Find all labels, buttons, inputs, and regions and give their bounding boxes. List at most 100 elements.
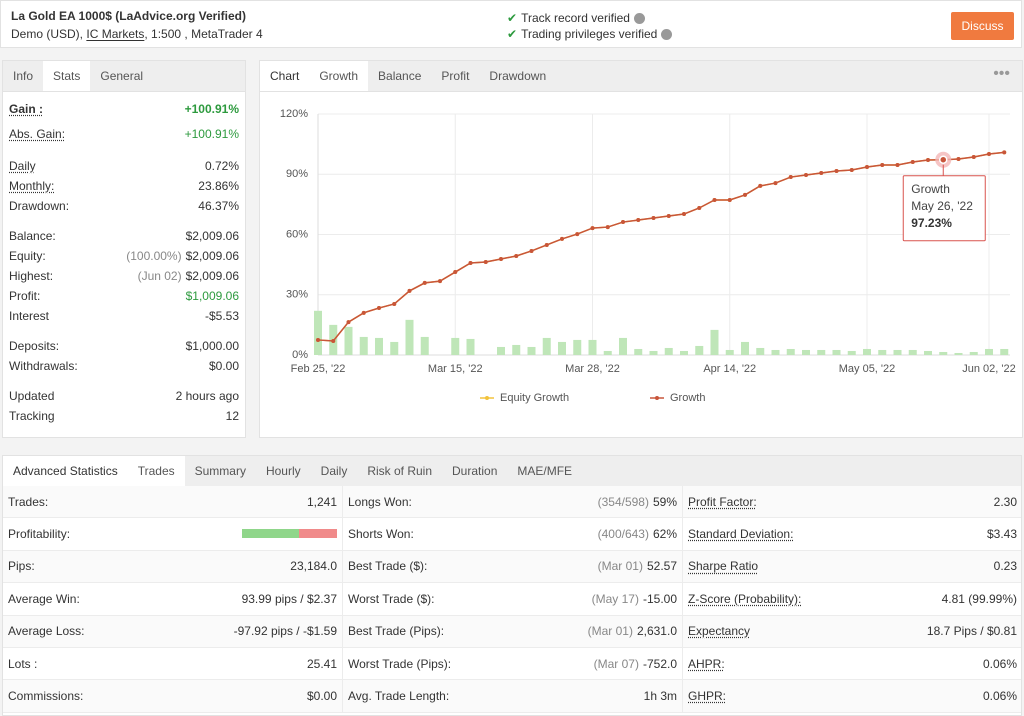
stats-value-wrap: -97.92 pips / -$1.59 [234, 624, 337, 638]
info-value-wrap: 2 hours ago [176, 389, 239, 403]
profitability-won [242, 529, 299, 539]
point [575, 232, 580, 237]
tab[interactable]: Trades [127, 456, 185, 486]
menu-dots[interactable]: ••• [993, 65, 1010, 82]
info-row: Balance: $2,009.06 [9, 226, 239, 246]
tab[interactable]: Hourly [265, 464, 301, 478]
tab[interactable]: Stats [43, 61, 91, 91]
account-type: Demo (USD), [11, 27, 84, 41]
account-details: , 1:500 , MetaTrader 4 [144, 27, 263, 41]
point [987, 151, 991, 156]
bar [756, 347, 765, 355]
stats-value-wrap [242, 527, 337, 541]
tab[interactable]: Info [13, 69, 34, 83]
stats-value: 0.06% [982, 656, 1017, 671]
chart-panel: Chart Growth Balance Profit Drawdown ••• 0% 3… [259, 60, 1023, 438]
stats-row: Sharpe Ratio 0.23 [683, 550, 1021, 584]
x-tick-label: Apr 14, '22 [703, 363, 756, 375]
stats-row: Expectancy 18.7 Pips / $0.81 [683, 615, 1021, 648]
info-group: Daily 0.72% Monthly: 23.86% Drawdown: 46.37% [9, 156, 239, 216]
info-label: Withdrawals: [9, 359, 78, 373]
point [773, 181, 778, 186]
stats-label: Expectancy [688, 624, 751, 639]
info-value: $2,009.06 [185, 249, 239, 263]
bar [878, 349, 887, 355]
tooltip-box [902, 175, 986, 242]
info-value-wrap: $2,009.06 [186, 229, 239, 243]
tab-bar: Advanced Statistics Trades Summary Hourly Da… [3, 456, 1021, 487]
tab[interactable]: Risk of Ruin [367, 464, 433, 478]
check-icon: ✔ [507, 27, 518, 41]
info-value-wrap: -$5.53 [205, 309, 239, 323]
y-tick-label: 0% [292, 349, 308, 361]
stats-value-wrap: 0.23 [994, 559, 1017, 573]
stats-label: Worst Trade ($): [348, 591, 435, 606]
discuss-button[interactable]: Discuss [951, 12, 1014, 40]
stats-value: 23,184.0 [290, 559, 337, 574]
stats-value-wrap: 4.81 (99.99%) [942, 592, 1017, 606]
tab[interactable]: Duration [452, 464, 498, 478]
point [361, 310, 366, 315]
bar [619, 337, 627, 355]
point [483, 260, 488, 265]
verifications: ✔ Track record verified ✔ Trading privilege… [507, 10, 673, 42]
tab[interactable]: Growth [309, 61, 369, 91]
info-value-wrap: $0.00 [209, 359, 239, 373]
tab[interactable]: Summary [194, 464, 246, 478]
stats-column: Profit Factor: 2.30 Standard Deviation: $3.… [683, 486, 1021, 713]
tooltip-title: Growth [911, 182, 950, 196]
point [971, 154, 976, 159]
tab-label: Chart [260, 61, 310, 91]
stats-value-wrap: 93.99 pips / $2.37 [242, 592, 337, 606]
stats-row: Best Trade ($): (Mar 01) 52.57 [343, 550, 683, 584]
point [529, 248, 534, 253]
stats-value: -15.00 [642, 591, 677, 606]
stats-label: Z-Score (Probability): [688, 591, 802, 606]
stats-value: 0.23 [993, 559, 1017, 574]
stats-value: 25.41 [306, 656, 337, 671]
info-label: Tracking [9, 409, 55, 423]
info-label: Gain : [9, 101, 44, 116]
tooltip-value: 97.23% [911, 216, 952, 230]
point [834, 169, 839, 174]
tab[interactable]: Balance [378, 69, 422, 83]
account-line: Demo (USD), IC Markets, 1:500 , MetaTrad… [11, 27, 263, 41]
chart: 0% 30% 60% 90% 120% Feb 25, '22 Mar 15, '22 Mar… [280, 108, 1016, 404]
bar [954, 352, 963, 355]
info-value-wrap: 23.86% [198, 179, 239, 193]
info-icon [661, 28, 673, 40]
stats-label: Average Win: [8, 591, 80, 606]
stats-value: 59% [652, 494, 677, 509]
info-label: Monthly: [9, 179, 55, 193]
tab[interactable]: MAE/MFE [517, 464, 573, 478]
broker-link[interactable]: IC Markets [86, 27, 145, 41]
bar [710, 329, 719, 355]
bar [375, 337, 383, 355]
info-note: (Jun 02) [137, 269, 182, 283]
point [712, 197, 717, 202]
point [544, 242, 549, 247]
info-value-wrap: 12 [226, 409, 239, 423]
stats-value-wrap: 1h 3m [644, 689, 677, 703]
point [910, 159, 915, 164]
stats-note: (Mar 01) [587, 624, 633, 639]
info-value: 23.86% [198, 179, 239, 193]
tab[interactable]: Drawdown [489, 69, 547, 83]
y-tick-label: 30% [286, 289, 308, 301]
x-tick-label: Feb 25, '22 [291, 363, 346, 375]
stats-label: AHPR: [688, 656, 725, 671]
point [727, 197, 732, 202]
point [819, 171, 824, 176]
info-value: $1,009.06 [185, 289, 239, 303]
stats-row: GHPR: 0.06% [683, 680, 1021, 713]
bar [939, 351, 948, 355]
tab[interactable]: General [100, 69, 144, 83]
stats-value-wrap: (400/643) 62% [598, 527, 677, 541]
bar [664, 347, 673, 355]
tab[interactable]: Profit [441, 69, 470, 83]
stats-value: 18.7 Pips / $0.81 [926, 624, 1017, 639]
point [499, 257, 503, 262]
point [438, 279, 442, 284]
tab[interactable]: Daily [320, 464, 348, 478]
